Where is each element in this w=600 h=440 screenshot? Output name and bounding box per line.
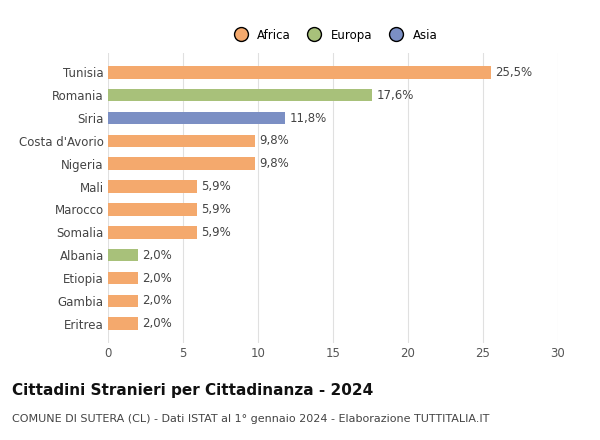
Text: 11,8%: 11,8% [290, 111, 327, 125]
Text: 2,0%: 2,0% [143, 317, 172, 330]
Text: 2,0%: 2,0% [143, 271, 172, 285]
Bar [108, 66, 491, 79]
Bar [108, 135, 255, 147]
Bar [108, 317, 138, 330]
Text: 25,5%: 25,5% [495, 66, 532, 79]
Text: 2,0%: 2,0% [143, 249, 172, 262]
Bar [108, 112, 285, 124]
Bar [108, 226, 197, 238]
Text: 17,6%: 17,6% [377, 88, 414, 102]
Bar [108, 272, 138, 284]
Text: 9,8%: 9,8% [260, 157, 289, 170]
Bar [108, 203, 197, 216]
Text: 9,8%: 9,8% [260, 134, 289, 147]
Bar [108, 249, 138, 261]
Bar [108, 158, 255, 170]
Legend: Africa, Europa, Asia: Africa, Europa, Asia [224, 24, 442, 46]
Text: 2,0%: 2,0% [143, 294, 172, 308]
Bar [108, 180, 197, 193]
Text: 5,9%: 5,9% [201, 226, 231, 239]
Text: 5,9%: 5,9% [201, 203, 231, 216]
Bar [108, 294, 138, 307]
Text: 5,9%: 5,9% [201, 180, 231, 193]
Bar [108, 89, 372, 102]
Text: Cittadini Stranieri per Cittadinanza - 2024: Cittadini Stranieri per Cittadinanza - 2… [12, 383, 373, 398]
Text: COMUNE DI SUTERA (CL) - Dati ISTAT al 1° gennaio 2024 - Elaborazione TUTTITALIA.: COMUNE DI SUTERA (CL) - Dati ISTAT al 1°… [12, 414, 490, 424]
